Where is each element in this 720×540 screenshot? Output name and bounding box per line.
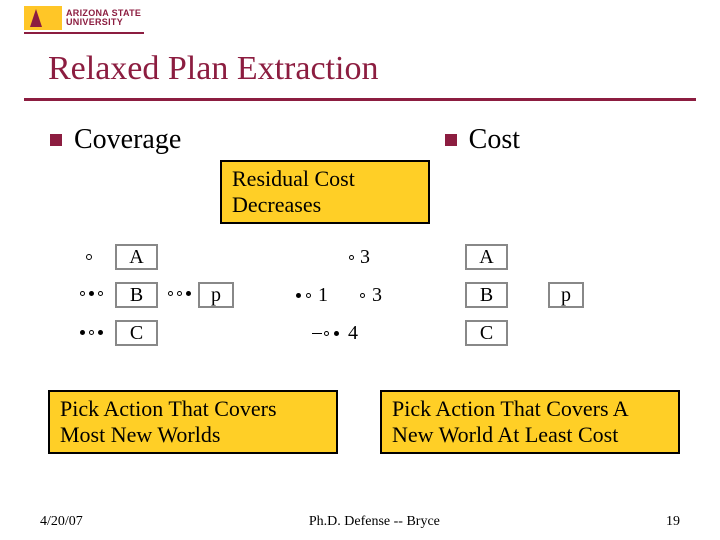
left-num-1: 1 [318,284,328,307]
dot [324,331,329,336]
dot [80,291,85,296]
left-box-a: A [115,244,158,270]
slide-footer: 4/20/07 Ph.D. Defense -- Bryce 19 [0,514,720,530]
slide-title: Relaxed Plan Extraction [48,50,378,88]
pick-left-box: Pick Action That Covers Most New Worlds [48,390,338,454]
pick-right-box: Pick Action That Covers A New World At L… [380,390,680,454]
bullet-left-label: Coverage [74,124,181,156]
dot [306,293,311,298]
dot [334,331,339,336]
dot [89,291,94,296]
asu-logo-text: ARIZONA STATE UNIVERSITY [66,9,141,27]
dot [80,330,85,335]
asu-logo-mark [24,6,62,30]
bullet-square-icon [445,134,457,146]
footer-date: 4/20/07 [40,514,83,530]
footer-page: 19 [666,514,680,530]
title-rule [24,98,696,101]
dot [86,254,92,260]
dot [186,291,191,296]
arrow-line [312,333,322,334]
left-num-4: 4 [348,322,358,345]
dot [360,293,365,298]
left-box-p: p [198,282,234,308]
right-box-p: p [548,282,584,308]
dot [296,293,301,298]
bullet-right-label: Cost [469,124,520,156]
dot [89,330,94,335]
logo-line2: UNIVERSITY [66,18,141,27]
dot [168,291,173,296]
dot [98,330,103,335]
bullet-cost: Cost [445,124,520,156]
asu-logo: ARIZONA STATE UNIVERSITY [24,6,141,30]
bullet-row: Coverage Cost [50,124,670,156]
right-box-c: C [465,320,508,346]
bullet-square-icon [50,134,62,146]
left-num-3-top: 3 [360,246,370,269]
left-box-b: B [115,282,158,308]
dot [177,291,182,296]
dot [98,291,103,296]
right-box-a: A [465,244,508,270]
left-num-3-mid: 3 [372,284,382,307]
content-area: Residual Cost Decreases A B C p 3 1 3 4 … [0,160,720,500]
bullet-coverage: Coverage [50,124,181,156]
residual-cost-box: Residual Cost Decreases [220,160,430,224]
logo-underline [24,32,144,34]
left-box-c: C [115,320,158,346]
right-box-b: B [465,282,508,308]
dot [349,255,354,260]
footer-center: Ph.D. Defense -- Bryce [309,514,440,530]
